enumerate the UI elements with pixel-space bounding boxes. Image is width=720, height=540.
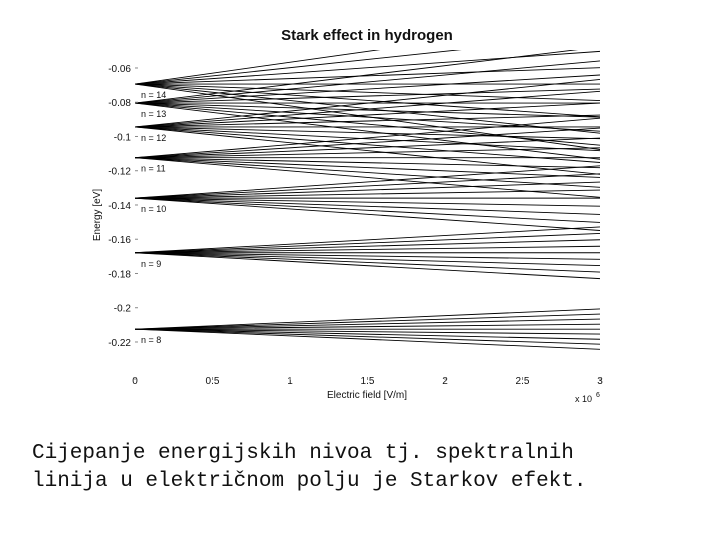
stark-line [135, 157, 600, 198]
x-tick-label: 2 [442, 376, 448, 387]
stark-line [135, 323, 600, 330]
level-label: n = 13 [141, 109, 166, 119]
stark-line [135, 252, 600, 260]
stark-line [135, 308, 600, 330]
stark-line [135, 328, 600, 335]
stark-line [135, 197, 600, 223]
stark-line [135, 157, 600, 169]
stark-line [135, 157, 600, 188]
y-tick-label: -0.08 [108, 98, 131, 109]
stark-line [135, 126, 600, 140]
level-label: n = 9 [141, 259, 161, 269]
caption: Cijepanje energijskih nivoa tj. spektral… [32, 440, 587, 496]
x-tick-label: 2.5 [516, 376, 530, 387]
stark-line [135, 67, 600, 85]
x-tick-label: 0.5 [206, 376, 220, 387]
level-label: n = 14 [141, 90, 166, 100]
stark-line [135, 232, 600, 254]
stark-line [135, 252, 600, 267]
stark-line [135, 50, 381, 85]
y-tick-label: -0.14 [108, 201, 131, 212]
stark-line [135, 239, 600, 254]
level-label: n = 11 [141, 164, 166, 174]
level-label: n = 12 [141, 133, 166, 143]
y-tick-label: -0.18 [108, 269, 131, 280]
stark-line [135, 137, 600, 159]
y-tick-label: -0.1 [114, 132, 132, 143]
stark-line [135, 328, 600, 345]
x-tick-label: 3 [597, 376, 603, 387]
stark-line [135, 328, 600, 350]
stark-line [135, 74, 600, 104]
stark-line [135, 50, 579, 104]
stark-line [135, 114, 600, 128]
stark-line [135, 60, 600, 104]
chart: Stark effect in hydrogen Electric field … [92, 27, 603, 404]
plot-area [135, 50, 600, 350]
stark-line [135, 165, 600, 199]
stark-line [135, 197, 600, 207]
stark-line [135, 50, 462, 85]
stark-line [135, 197, 600, 231]
level-label: n = 10 [141, 204, 166, 214]
x-scale-exponent: 6 [596, 392, 600, 399]
stark-line [135, 126, 600, 163]
stark-line [135, 83, 600, 134]
stark-line [135, 252, 600, 273]
y-axis-label: Energy [eV] [92, 189, 103, 241]
stark-line [135, 83, 600, 118]
caption-line: linija u električnom polju je Starkov ef… [32, 470, 587, 493]
level-label: n = 8 [141, 335, 161, 345]
x-scale-label: x 10 [575, 394, 592, 404]
y-tick-label: -0.2 [114, 304, 132, 315]
caption-line: Cijepanje energijskih nivoa tj. spektral… [32, 442, 574, 465]
stark-line [135, 126, 600, 175]
stark-line [135, 318, 600, 330]
y-tick-label: -0.22 [108, 338, 131, 349]
stark-line [135, 157, 600, 178]
stark-line [135, 181, 600, 199]
stark-line [135, 252, 600, 280]
stark-line [135, 245, 600, 254]
stark-line [135, 88, 600, 104]
stark-line [135, 226, 600, 254]
stark-line [135, 127, 600, 159]
y-tick-label: -0.16 [108, 235, 131, 246]
stark-line [135, 147, 600, 159]
stark-line [135, 83, 600, 150]
stark-line [135, 83, 600, 101]
stark-line [135, 102, 600, 128]
chart-title: Stark effect in hydrogen [281, 27, 453, 44]
y-tick-label: -0.12 [108, 167, 131, 178]
x-tick-label: 1.5 [361, 376, 375, 387]
stark-line [135, 126, 600, 152]
stark-line [135, 173, 600, 199]
stark-line [135, 328, 600, 340]
stark-line [135, 189, 600, 199]
x-tick-label: 1 [287, 376, 293, 387]
stark-line [135, 197, 600, 215]
stark-line [135, 102, 600, 160]
stark-line [135, 313, 600, 330]
stark-line [135, 102, 600, 118]
x-axis-label: Electric field [V/m] [327, 390, 407, 401]
y-tick-label: -0.06 [108, 64, 131, 75]
x-tick-label: 0 [132, 376, 138, 387]
stark-line [135, 50, 600, 85]
